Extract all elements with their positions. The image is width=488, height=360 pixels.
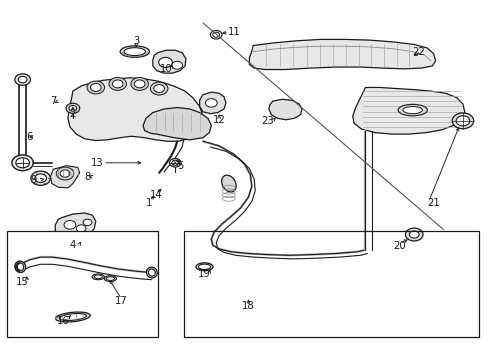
Ellipse shape [196,263,213,271]
Text: 5: 5 [177,161,183,171]
Ellipse shape [124,48,145,55]
Circle shape [408,231,418,238]
Ellipse shape [92,274,104,280]
Circle shape [31,171,50,185]
Ellipse shape [94,275,102,279]
Text: 21: 21 [427,198,439,208]
Text: 11: 11 [227,27,240,37]
Circle shape [171,160,178,165]
Text: 14: 14 [149,190,162,200]
Ellipse shape [15,261,25,273]
Circle shape [56,167,74,180]
Circle shape [66,103,80,113]
Circle shape [18,76,27,83]
Circle shape [131,77,148,90]
Circle shape [451,113,473,129]
Polygon shape [199,92,225,114]
Text: 9: 9 [31,175,37,185]
Text: 17: 17 [115,296,128,306]
Polygon shape [249,40,435,69]
Circle shape [134,80,145,88]
Circle shape [69,105,77,111]
Circle shape [154,85,164,93]
Circle shape [16,158,29,168]
Text: 10: 10 [160,64,172,74]
Circle shape [405,228,422,241]
Circle shape [35,174,46,183]
Text: 7: 7 [50,96,57,106]
Ellipse shape [198,264,210,270]
Circle shape [90,84,101,91]
Polygon shape [268,99,302,120]
Circle shape [64,221,76,229]
Text: 20: 20 [392,241,405,251]
Text: 18: 18 [242,301,254,311]
Polygon shape [143,108,211,140]
Bar [183,231,478,337]
Ellipse shape [120,46,149,57]
Ellipse shape [402,107,422,114]
Polygon shape [55,213,96,242]
Circle shape [112,80,123,88]
Circle shape [205,99,217,107]
Polygon shape [50,166,80,188]
Circle shape [150,82,167,95]
Circle shape [87,81,104,94]
Ellipse shape [55,312,90,322]
Text: 19: 19 [198,269,210,279]
Circle shape [158,57,172,67]
Text: 1: 1 [146,198,152,208]
Circle shape [83,219,92,226]
Polygon shape [153,50,185,73]
Text: 23: 23 [261,116,274,126]
Text: 8: 8 [84,172,90,182]
Ellipse shape [397,104,427,116]
Circle shape [169,158,181,167]
Ellipse shape [221,175,236,192]
Circle shape [76,225,86,232]
Circle shape [455,116,469,126]
Circle shape [210,31,222,39]
Circle shape [109,77,126,90]
Ellipse shape [148,269,155,276]
Text: 16: 16 [57,316,69,325]
Text: 22: 22 [412,46,425,57]
Text: 2: 2 [69,109,76,119]
Ellipse shape [146,267,157,278]
Ellipse shape [59,314,86,320]
Text: 12: 12 [212,115,225,125]
Text: 4: 4 [70,240,76,250]
Circle shape [15,74,30,85]
Bar [6,231,158,337]
Polygon shape [352,87,464,134]
Text: 15: 15 [16,277,29,287]
Circle shape [12,155,33,171]
Ellipse shape [104,276,116,282]
Circle shape [60,170,70,177]
Polygon shape [68,78,203,141]
Text: 3: 3 [133,36,139,46]
Ellipse shape [17,263,23,271]
Circle shape [212,32,219,37]
Text: 6: 6 [26,132,32,142]
Text: 13: 13 [91,158,103,168]
Ellipse shape [106,277,114,280]
Circle shape [171,61,182,69]
